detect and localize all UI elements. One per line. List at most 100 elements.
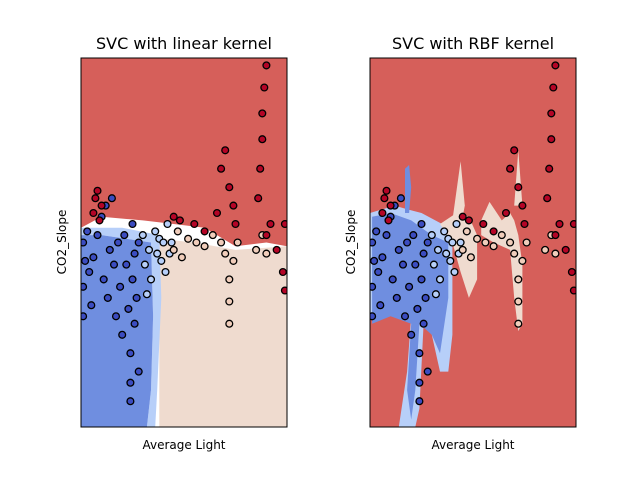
data-point-class-1	[427, 231, 436, 240]
chart-linear-kernel: SVC with linear kernel Average Light CO2…	[55, 34, 288, 452]
data-point-class-1	[442, 249, 451, 258]
data-point-class-1	[153, 249, 162, 258]
data-point-class-0	[81, 282, 88, 291]
data-point-class-1	[167, 238, 176, 247]
data-point-class-3	[169, 212, 178, 221]
data-point-class-1	[140, 260, 149, 269]
data-point-class-3	[464, 216, 473, 225]
data-point-class-1	[448, 238, 457, 247]
data-point-class-3	[378, 208, 387, 218]
data-point-class-1	[450, 267, 459, 277]
data-point-class-3	[262, 61, 271, 70]
data-point-class-2	[462, 227, 471, 236]
data-point-class-3	[479, 219, 488, 229]
data-point-class-0	[417, 219, 426, 229]
data-point-class-2	[510, 249, 519, 258]
chart-rbf-kernel: SVC with RBF kernel Average Light CO2_Sl…	[344, 34, 577, 452]
data-point-class-0	[128, 275, 137, 284]
data-point-class-3	[254, 194, 263, 203]
data-point-class-3	[256, 164, 265, 173]
data-point-class-3	[510, 146, 519, 155]
data-point-class-3	[551, 231, 560, 240]
axes-frame	[80, 57, 288, 428]
data-point-class-0	[83, 227, 92, 236]
data-point-class-3	[567, 267, 576, 277]
data-point-class-0	[103, 293, 112, 302]
data-point-class-1	[433, 245, 443, 254]
axes-frame	[369, 57, 577, 428]
data-point-class-0	[415, 397, 424, 406]
data-point-class-0	[413, 304, 422, 313]
data-point-class-0	[370, 282, 377, 291]
data-point-class-0	[89, 253, 98, 262]
data-point-class-3	[200, 227, 209, 236]
y-axis-label: CO2_Slope	[55, 210, 69, 275]
data-point-class-3	[97, 201, 106, 210]
scatter-points	[81, 61, 287, 406]
decision-region-class-2	[159, 238, 287, 427]
data-point-class-0	[376, 301, 385, 310]
data-point-class-0	[109, 260, 119, 269]
data-point-class-1	[440, 227, 449, 236]
decision-region-class-1	[81, 227, 162, 427]
data-point-class-2	[497, 231, 506, 240]
data-point-class-1	[431, 290, 440, 299]
data-point-class-3	[217, 164, 226, 173]
data-point-class-3	[561, 245, 570, 254]
data-point-class-2	[514, 297, 523, 306]
data-point-class-0	[421, 293, 430, 302]
data-point-class-3	[258, 109, 267, 118]
data-point-class-3	[386, 201, 395, 210]
data-point-class-3	[91, 194, 100, 203]
data-point-class-0	[87, 301, 96, 310]
data-point-class-1	[146, 275, 156, 284]
data-point-class-2	[200, 242, 209, 251]
data-point-class-0	[374, 267, 383, 277]
data-point-class-0	[415, 349, 424, 358]
decision-region-class-2	[452, 161, 465, 228]
data-point-class-3	[190, 219, 199, 229]
data-point-class-0	[370, 312, 377, 321]
data-point-class-0	[370, 238, 377, 247]
data-point-class-0	[118, 330, 127, 339]
data-point-class-3	[547, 135, 556, 144]
data-point-class-3	[229, 201, 238, 210]
data-point-class-3	[518, 201, 527, 210]
data-point-class-0	[81, 256, 90, 265]
data-point-class-0	[398, 260, 408, 269]
data-point-class-1	[161, 267, 170, 277]
data-point-class-0	[126, 378, 135, 387]
data-point-class-0	[134, 367, 143, 376]
data-point-class-2	[221, 249, 230, 258]
data-point-class-2	[466, 253, 475, 262]
decision-region-class-0	[81, 235, 154, 427]
data-point-class-0	[378, 253, 387, 262]
data-point-class-0	[132, 293, 141, 302]
data-point-class-1	[144, 245, 154, 254]
data-point-class-3	[545, 164, 554, 173]
x-axis-label: Average Light	[142, 438, 225, 452]
data-point-class-3	[280, 219, 287, 229]
data-point-class-2	[481, 238, 490, 247]
data-point-class-3	[231, 219, 240, 229]
data-point-class-0	[130, 319, 139, 328]
data-point-class-3	[260, 83, 269, 92]
data-point-class-0	[382, 231, 391, 240]
data-point-class-0	[126, 397, 135, 406]
data-point-class-0	[81, 312, 88, 321]
chart-title: SVC with RBF kernel	[392, 34, 554, 53]
data-point-class-0	[126, 349, 135, 358]
decision-regions	[370, 58, 576, 427]
data-point-class-1	[151, 227, 160, 236]
data-point-class-0	[93, 231, 102, 240]
data-point-class-3	[272, 245, 281, 254]
data-point-class-1	[435, 275, 445, 284]
data-point-class-0	[134, 238, 143, 247]
data-point-class-3	[262, 231, 271, 240]
data-point-class-2	[177, 253, 186, 262]
x-axis-label: Average Light	[431, 438, 514, 452]
data-point-class-0	[372, 227, 381, 236]
data-point-class-3	[380, 194, 389, 203]
decision-region-class-2	[514, 150, 523, 206]
